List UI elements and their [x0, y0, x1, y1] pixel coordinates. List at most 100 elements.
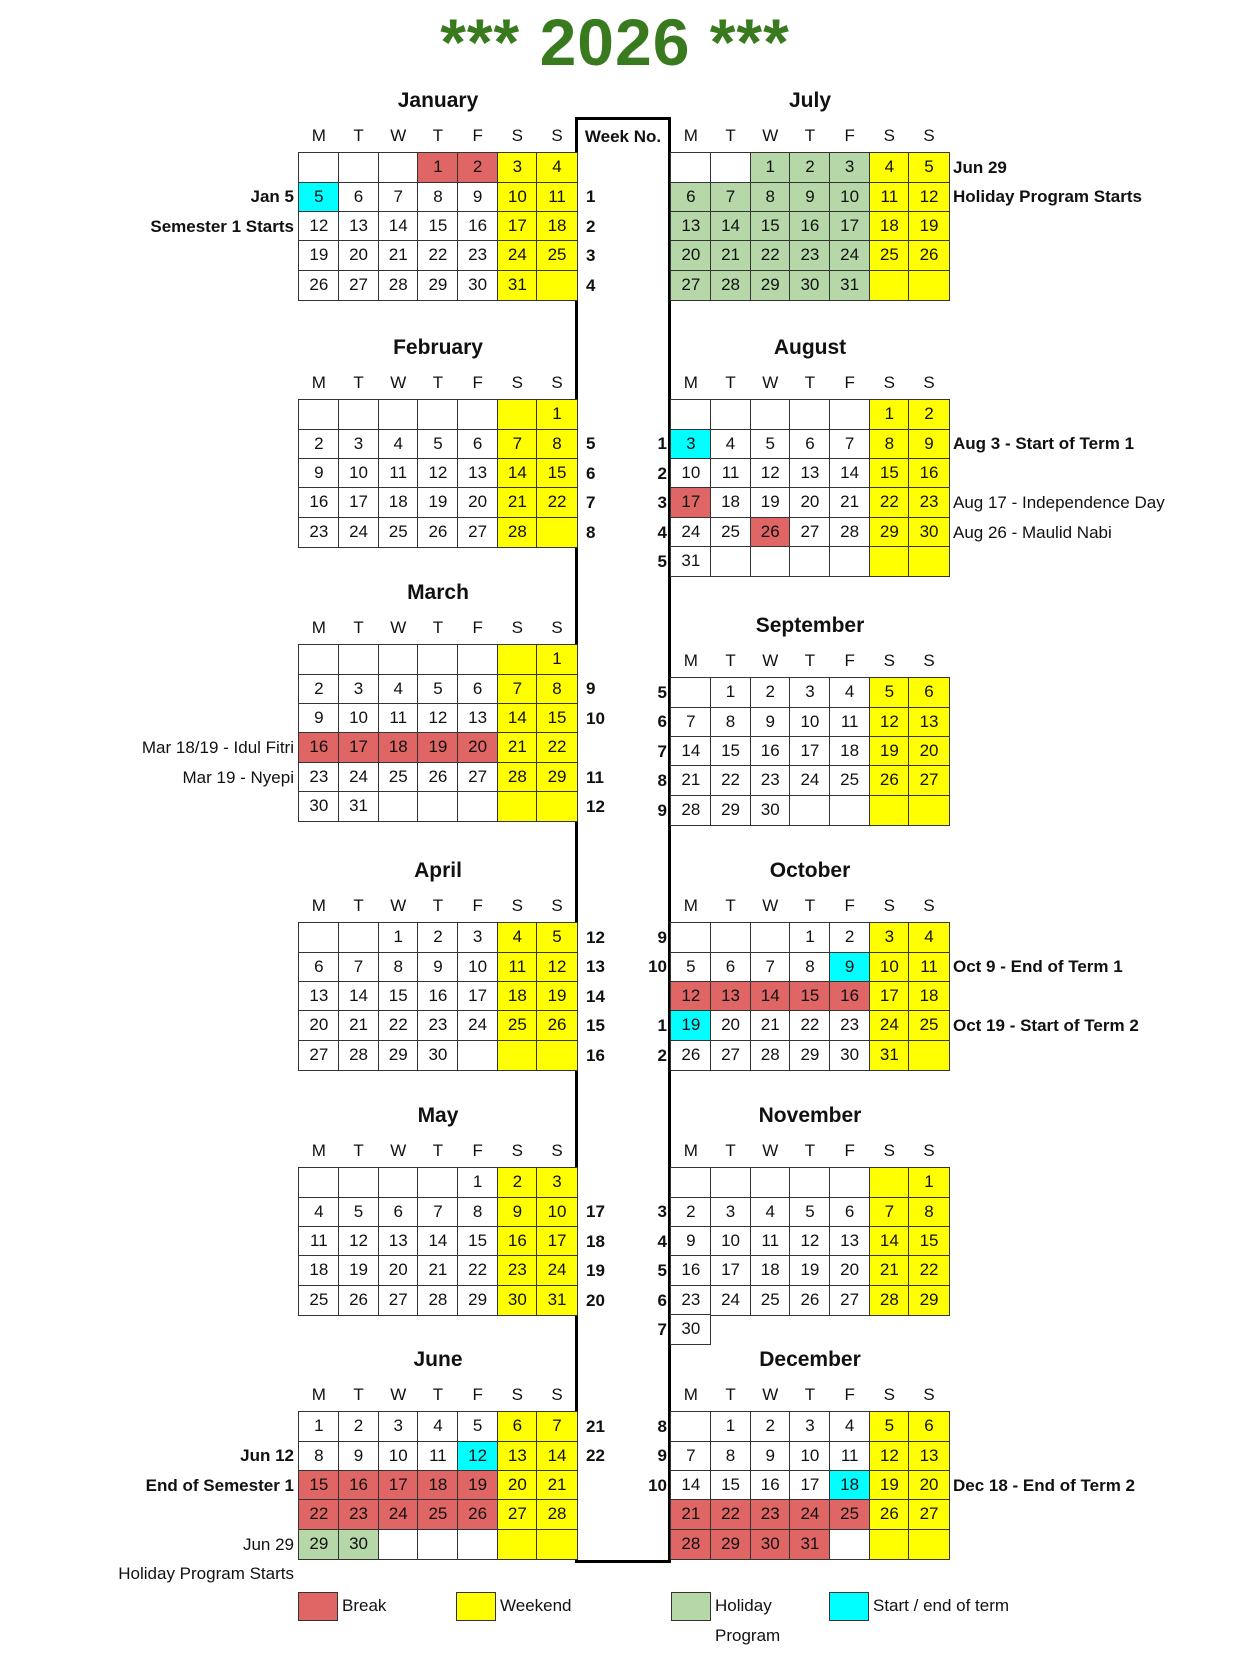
day-cell [337, 152, 380, 184]
day-cell: 9 [417, 951, 459, 983]
day-cell [709, 922, 752, 954]
day-cell: 25 [829, 1499, 871, 1531]
week-number: 5 [657, 683, 667, 702]
day-cell: 30 [829, 1039, 871, 1071]
day-cell: 4 [829, 677, 871, 709]
day-cell: 12 [417, 703, 459, 734]
day-cell: 29 [709, 794, 752, 826]
weekday-header: T [353, 618, 364, 637]
day-cell [457, 1528, 499, 1560]
day-cell: 13 [457, 703, 499, 734]
day-cell: 20 [829, 1255, 871, 1287]
weekday-header: M [683, 896, 698, 915]
day-cell: 14 [709, 211, 752, 242]
week-number: 9 [657, 928, 667, 947]
day-cell: 14 [829, 458, 871, 489]
day-cell: 14 [496, 703, 538, 734]
day-cell: 18 [908, 981, 950, 1012]
day-cell: 9 [829, 951, 871, 983]
day-cell [749, 546, 791, 578]
day-cell: 22 [749, 240, 791, 272]
week-number: 9 [657, 800, 667, 820]
day-cell: 24 [536, 1255, 578, 1287]
weekday-header: W [762, 896, 779, 915]
day-cell: 13 [496, 1440, 538, 1472]
week-number-column [575, 117, 671, 1563]
day-cell: 18 [749, 1255, 791, 1287]
day-cell: 28 [337, 1039, 380, 1071]
day-cell: 19 [789, 1255, 831, 1287]
day-cell: 29 [749, 269, 791, 301]
day-cell: 25 [496, 1010, 538, 1042]
day-cell [496, 399, 538, 431]
day-cell: 8 [298, 1440, 340, 1472]
day-cell: 15 [417, 211, 459, 242]
month-title: September [755, 614, 865, 637]
day-cell: 14 [496, 458, 538, 489]
day-cell: 9 [670, 1226, 712, 1257]
weekday-header: S [923, 373, 935, 392]
weekday-header: T [353, 373, 364, 392]
day-cell: 29 [908, 1284, 950, 1316]
day-cell: 29 [457, 1284, 499, 1316]
weekday-header: T [804, 651, 816, 670]
day-cell [377, 791, 419, 823]
day-cell [377, 152, 419, 184]
day-cell [536, 1039, 578, 1071]
day-cell: 27 [789, 516, 831, 548]
day-cell: 2 [749, 677, 791, 709]
day-cell: 4 [829, 1411, 871, 1443]
day-cell: 24 [789, 1499, 831, 1531]
day-cell: 14 [536, 1440, 578, 1472]
day-cell: 22 [868, 487, 910, 519]
weekday-header: T [353, 1141, 364, 1160]
day-cell: 25 [298, 1284, 340, 1316]
legend-label: Break [342, 1596, 387, 1615]
day-cell: 16 [298, 732, 340, 764]
weekday-header: M [311, 373, 326, 392]
day-cell: 11 [749, 1226, 791, 1257]
annotation: Oct 19 - Start of Term 2 [953, 1016, 1139, 1036]
weekday-header: F [472, 618, 483, 637]
day-cell [749, 399, 791, 431]
day-cell: 5 [868, 1411, 910, 1443]
week-number: 22 [586, 1446, 605, 1466]
day-cell: 6 [377, 1196, 419, 1228]
weekday-header: T [725, 1385, 736, 1404]
weekday-header: T [353, 1385, 364, 1404]
week-number: 1 [586, 187, 596, 207]
day-cell: 20 [496, 1470, 538, 1501]
day-cell [536, 1528, 578, 1560]
day-cell: 28 [670, 794, 712, 826]
day-cell: 11 [908, 951, 950, 983]
day-cell: 29 [868, 516, 910, 548]
weekday-header: S [883, 1141, 896, 1160]
month-title: December [759, 1348, 861, 1371]
weekday-header: F [472, 126, 483, 145]
day-cell: 24 [496, 240, 538, 272]
day-cell: 12 [298, 211, 340, 242]
week-number: 8 [586, 522, 596, 542]
weekday-header: W [390, 373, 407, 392]
day-cell: 13 [709, 981, 752, 1012]
day-cell: 17 [789, 736, 831, 767]
day-cell: 26 [457, 1499, 499, 1531]
weekday-header: T [432, 1385, 444, 1404]
day-cell: 1 [749, 152, 791, 184]
weekday-header: S [923, 1141, 935, 1160]
day-cell [457, 1039, 499, 1071]
day-cell: 27 [709, 1039, 752, 1071]
week-number: 8 [657, 1417, 667, 1436]
week-number: 4 [657, 522, 667, 542]
day-cell: 4 [496, 922, 538, 954]
day-cell [868, 1167, 910, 1199]
day-cell: 6 [908, 1411, 950, 1443]
week-number: 9 [657, 1446, 667, 1466]
week-number: 10 [648, 957, 667, 977]
calendar-title: *** 2026 *** [440, 5, 790, 79]
day-cell: 17 [536, 1226, 578, 1257]
day-cell: 2 [829, 922, 871, 954]
day-cell [457, 644, 499, 676]
day-cell: 15 [709, 736, 752, 767]
day-cell: 19 [337, 1255, 380, 1287]
